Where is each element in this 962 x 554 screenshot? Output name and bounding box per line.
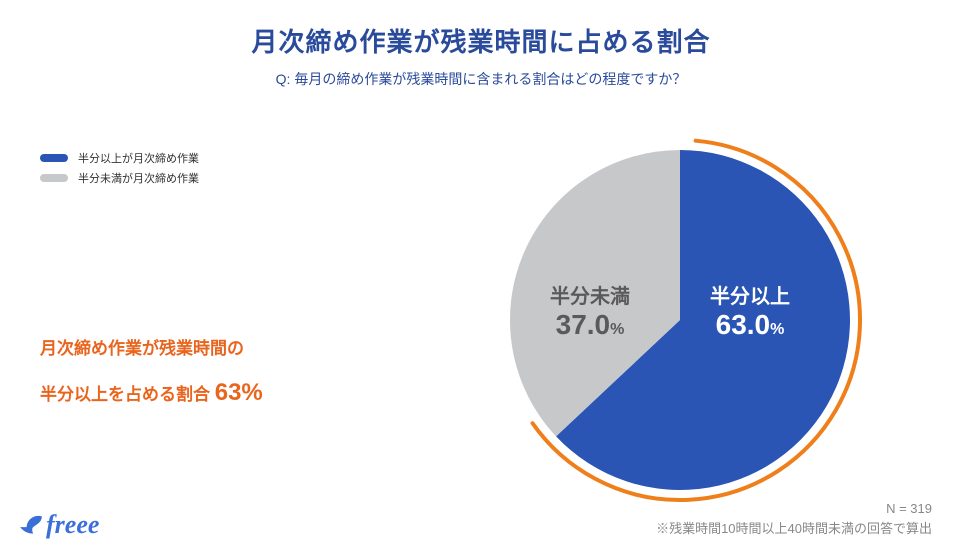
page-subtitle: Q: 毎月の締め作業が残業時間に含まれる割合はどの程度ですか？ [0, 69, 962, 89]
slice-label-minority: 半分未満37.0% [530, 280, 650, 341]
legend-swatch [40, 174, 68, 182]
callout-line2: 半分以上を占める割合 63% [40, 367, 263, 420]
logo: freee [18, 510, 99, 540]
legend-item: 半分未満が月次締め作業 [40, 170, 199, 186]
legend-item: 半分以上が月次締め作業 [40, 150, 199, 166]
percent-sign: % [610, 321, 624, 338]
legend: 半分以上が月次締め作業 半分未満が月次締め作業 [40, 150, 199, 190]
pie-chart: 半分以上63.0%半分未満37.0% [480, 120, 880, 525]
slice-value: 37.0 [556, 309, 611, 340]
percent-sign: % [770, 321, 784, 338]
slice-name: 半分未満 [530, 280, 650, 309]
legend-label: 半分以上が月次締め作業 [78, 150, 199, 166]
n-label: N = 319 [656, 499, 932, 519]
slice-label-majority: 半分以上63.0% [690, 280, 810, 341]
callout-line1: 月次締め作業が残業時間の [40, 330, 263, 367]
bird-icon [18, 512, 44, 538]
legend-label: 半分未満が月次締め作業 [78, 170, 199, 186]
footer-notes: N = 319 ※残業時間10時間以上40時間未満の回答で算出 [656, 499, 932, 538]
callout-line2-value: 63% [215, 379, 263, 406]
callout-line2-prefix: 半分以上を占める割合 [40, 385, 215, 404]
legend-swatch [40, 154, 68, 162]
page-title: 月次締め作業が残業時間に占める割合 [0, 0, 962, 59]
footnote: ※残業時間10時間以上40時間未満の回答で算出 [656, 519, 932, 539]
slice-value: 63.0 [716, 309, 771, 340]
slice-name: 半分以上 [690, 280, 810, 309]
callout: 月次締め作業が残業時間の 半分以上を占める割合 63% [40, 330, 263, 420]
logo-text: freee [46, 510, 99, 540]
